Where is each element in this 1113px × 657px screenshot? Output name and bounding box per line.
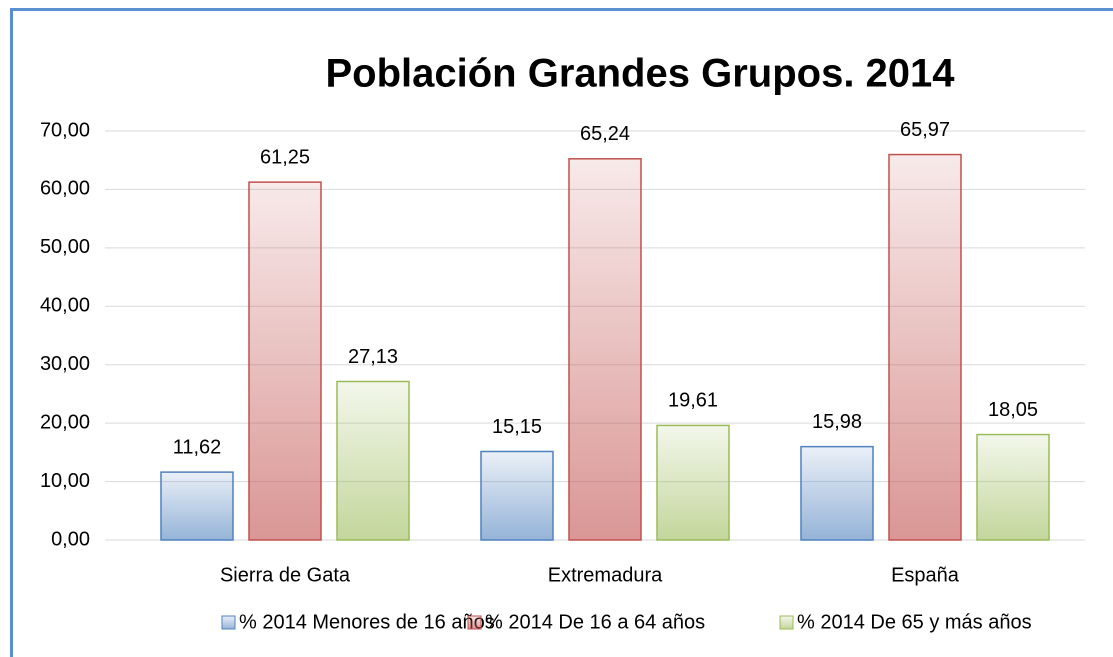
bar xyxy=(160,471,234,541)
x-tick-label: Sierra de Gata xyxy=(220,564,351,586)
chart-title: Población Grandes Grupos. 2014 xyxy=(325,52,955,96)
y-tick-label: 0,00 xyxy=(51,528,90,550)
legend-swatch xyxy=(779,615,794,630)
bar xyxy=(336,380,410,541)
bar xyxy=(888,153,962,541)
legend-swatch xyxy=(467,615,482,630)
legend-label: % 2014 Menores de 16 años xyxy=(239,611,495,633)
bar xyxy=(568,158,642,541)
y-tick-label: 70,00 xyxy=(40,119,90,141)
legend-label: % 2014 De 65 y más años xyxy=(797,611,1032,633)
y-tick-label: 30,00 xyxy=(40,353,90,375)
data-label: 11,62 xyxy=(173,436,222,458)
bar xyxy=(976,433,1050,541)
y-tick-label: 10,00 xyxy=(40,470,90,492)
bar xyxy=(800,445,874,541)
x-tick-label: España xyxy=(891,564,960,586)
legend-label: % 2014 De 16 a 64 años xyxy=(485,611,705,633)
data-label: 61,25 xyxy=(260,146,310,168)
data-label: 27,13 xyxy=(348,346,398,368)
bar xyxy=(480,450,554,541)
data-label: 65,24 xyxy=(580,123,630,145)
y-tick-label: 20,00 xyxy=(40,411,90,433)
legend-swatch xyxy=(221,615,236,630)
x-tick-label: Extremadura xyxy=(548,564,663,586)
data-label: 19,61 xyxy=(668,390,718,412)
y-tick-label: 40,00 xyxy=(40,295,90,317)
y-tick-label: 60,00 xyxy=(40,178,90,200)
data-label: 15,98 xyxy=(812,411,862,433)
bar xyxy=(656,424,730,541)
data-label: 18,05 xyxy=(988,399,1038,421)
data-label: 65,97 xyxy=(900,119,950,141)
bar xyxy=(248,181,322,541)
y-tick-label: 50,00 xyxy=(40,236,90,258)
data-label: 15,15 xyxy=(492,416,542,438)
